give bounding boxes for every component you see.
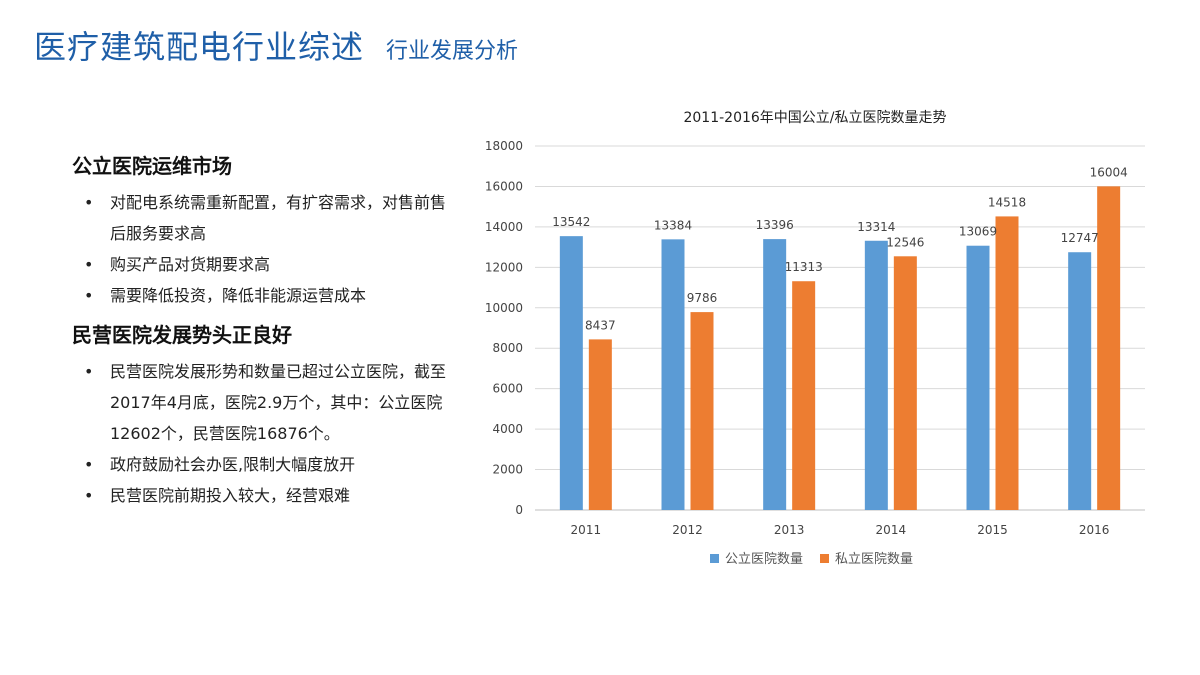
x-tick-label: 2014	[876, 523, 907, 537]
bullet-item: 民营医院发展形势和数量已超过公立医院，截至2017年4月底，医院2.9万个，其中…	[72, 356, 452, 449]
y-tick-label: 18000	[485, 139, 523, 153]
bar-private	[893, 256, 917, 510]
data-label: 14518	[988, 195, 1026, 209]
x-tick-label: 2015	[977, 523, 1008, 537]
data-label: 12747	[1061, 231, 1099, 245]
bullet-item: 需要降低投资，降低非能源运营成本	[72, 280, 452, 311]
bar-private	[792, 281, 816, 510]
y-tick-label: 16000	[485, 179, 523, 193]
slide-subtitle: 行业发展分析	[386, 39, 519, 64]
y-tick-label: 8000	[492, 341, 523, 355]
bullet-item: 政府鼓励社会办医,限制大幅度放开	[72, 449, 452, 480]
data-label: 13314	[857, 220, 895, 234]
data-label: 13069	[959, 225, 997, 239]
bar-private	[1097, 186, 1121, 510]
slide-header: 医疗建筑配电行业综述 行业发展分析	[34, 22, 518, 68]
bullet-item: 对配电系统需重新配置，有扩容需求，对售前售后服务要求高	[72, 187, 452, 249]
bullet-list-private: 民营医院发展形势和数量已超过公立医院，截至2017年4月底，医院2.9万个，其中…	[72, 356, 452, 511]
chart-title: 2011-2016年中国公立/私立医院数量走势	[683, 110, 946, 126]
y-tick-label: 4000	[492, 422, 523, 436]
legend-swatch	[710, 554, 719, 563]
y-tick-label: 10000	[485, 301, 523, 315]
y-tick-label: 0	[515, 503, 523, 517]
data-label: 13542	[552, 215, 590, 229]
bar-private	[588, 339, 612, 510]
y-tick-label: 2000	[492, 463, 523, 477]
legend-swatch	[820, 554, 829, 563]
grid-layer: 0 2000 4000 6000 8000 10000 12000 14000 16000 180…	[485, 139, 1145, 517]
data-label: 9786	[687, 291, 718, 305]
text-panel: 公立医院运维市场 对配电系统需重新配置，有扩容需求，对售前售后服务要求高 购买产…	[72, 150, 452, 511]
data-label: 11313	[785, 260, 823, 274]
y-tick-label: 6000	[492, 382, 523, 396]
section-title-private: 民营医院发展势头正良好	[72, 323, 292, 347]
data-label: 13384	[654, 218, 692, 232]
labels-layer: 2011 13542 8437 2012 13384 9786 2013 13396 11313…	[552, 165, 1128, 537]
bar-public	[661, 239, 685, 511]
section-title-public: 公立医院运维市场	[72, 154, 232, 178]
y-tick-label: 12000	[485, 260, 523, 274]
data-label: 12546	[886, 235, 924, 249]
x-tick-label: 2016	[1079, 523, 1110, 537]
data-label: 13396	[756, 218, 794, 232]
data-label: 16004	[1090, 165, 1128, 179]
legend: 公立医院数量 私立医院数量	[710, 552, 913, 567]
bullet-item: 民营医院前期投入较大，经营艰难	[72, 480, 452, 511]
data-label: 8437	[585, 318, 616, 332]
bar-public	[763, 239, 787, 511]
slide-title: 医疗建筑配电行业综述	[34, 28, 365, 66]
bar-public	[1068, 252, 1092, 510]
bar-public	[966, 245, 990, 511]
legend-label: 公立医院数量	[725, 552, 803, 567]
bar-private	[690, 312, 714, 510]
y-tick-label: 14000	[485, 220, 523, 234]
x-tick-label: 2012	[672, 523, 703, 537]
x-tick-label: 2011	[571, 523, 602, 537]
hospital-count-chart: 2011-2016年中国公立/私立医院数量走势 0 2000 4000 6000 800…	[480, 100, 1160, 589]
bullet-item: 购买产品对货期要求高	[72, 249, 452, 280]
bar-private	[995, 216, 1019, 510]
bullet-list-public: 对配电系统需重新配置，有扩容需求，对售前售后服务要求高 购买产品对货期要求高 需…	[72, 187, 452, 311]
bar-public	[864, 240, 888, 510]
chart-svg: 2011-2016年中国公立/私立医院数量走势 0 2000 4000 6000 800…	[485, 110, 1145, 567]
bar-public	[559, 236, 583, 510]
bars-layer	[559, 186, 1121, 511]
legend-label: 私立医院数量	[835, 552, 913, 567]
x-tick-label: 2013	[774, 523, 805, 537]
